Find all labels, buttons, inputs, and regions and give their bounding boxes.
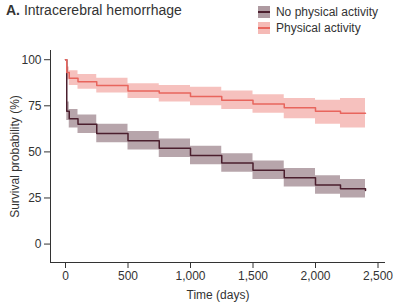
html-text:Physical activity: Physical activity (276, 21, 361, 35)
svg-text:2,500: 2,500 (363, 269, 393, 283)
svg-text:500: 500 (118, 269, 138, 283)
svg-text:Time (days): Time (days) (187, 288, 250, 302)
svg-text:0: 0 (35, 237, 42, 251)
svg-text:1,500: 1,500 (238, 269, 268, 283)
svg-text:100: 100 (21, 53, 41, 67)
svg-text:2,000: 2,000 (300, 269, 330, 283)
html-text:A. Intracerebral hemorrhage: A. Intracerebral hemorrhage (6, 2, 182, 18)
svg-text:1,000: 1,000 (175, 269, 205, 283)
svg-text:75: 75 (28, 99, 42, 113)
svg-text:Survival probability (%): Survival probability (%) (8, 95, 22, 218)
svg-text:50: 50 (28, 145, 42, 159)
html-text:No physical activity: No physical activity (276, 5, 378, 19)
svg-text:25: 25 (28, 191, 42, 205)
svg-text:0: 0 (62, 269, 69, 283)
